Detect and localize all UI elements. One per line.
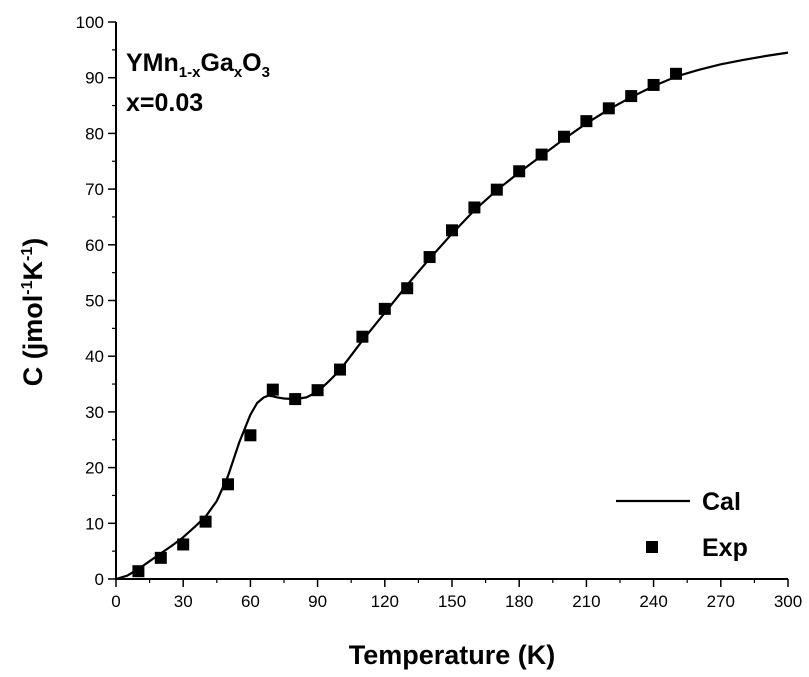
- exp-data-point: [670, 67, 682, 80]
- x-tick-label: 60: [241, 592, 260, 611]
- x-tick-label: 0: [111, 592, 120, 611]
- exp-data-point: [490, 183, 503, 196]
- exp-data-point: [535, 148, 548, 161]
- legend: Cal Exp: [616, 488, 748, 562]
- exp-data-point: [132, 565, 145, 578]
- exp-data-point: [513, 165, 526, 178]
- x-tick-label: 210: [572, 592, 600, 611]
- y-tick-label: 90: [85, 69, 104, 88]
- y-tick-label: 100: [76, 13, 104, 32]
- exp-data-point: [177, 538, 190, 551]
- legend-label-cal: Cal: [702, 488, 741, 516]
- ticks: 0 30 60 90 120 150 180 210 240 270 300 0 10 20 30 40 50 6…: [76, 13, 803, 611]
- x-axis-title: Temperature (K): [349, 640, 556, 670]
- exp-data-point: [222, 478, 234, 491]
- exp-data-point: [647, 78, 660, 91]
- exp-data-point: [244, 429, 257, 442]
- y-tick-label: 70: [85, 180, 104, 199]
- y-tick-label: 50: [85, 292, 104, 311]
- exp-data-point: [311, 384, 324, 397]
- x-tick-label: 180: [505, 592, 533, 611]
- y-tick-label: 30: [85, 403, 104, 422]
- y-tick-label: 0: [95, 570, 104, 589]
- axes: [115, 22, 788, 580]
- exp-data-point: [266, 383, 279, 396]
- exp-data-point: [602, 102, 615, 115]
- y-tick-label: 60: [85, 236, 104, 255]
- y-axis-title: C (jmol-1K-1): [18, 238, 48, 386]
- exp-data-point: [378, 302, 391, 315]
- exp-data-point: [423, 251, 436, 264]
- annotation-formula: YMn1-xGaxO3: [126, 49, 270, 81]
- exp-data-point: [446, 224, 458, 237]
- x-tick-label: 300: [774, 592, 802, 611]
- exp-data-point: [401, 282, 414, 295]
- plot-series: [115, 51, 789, 581]
- exp-data-point: [199, 515, 212, 528]
- y-tick-label: 10: [85, 514, 104, 533]
- exp-data-point: [625, 90, 638, 103]
- y-tick-label: 20: [85, 459, 104, 478]
- exp-data-point: [289, 393, 302, 406]
- x-tick-label: 120: [371, 592, 399, 611]
- y-tick-label: 80: [85, 124, 104, 143]
- x-tick-label: 30: [174, 592, 193, 611]
- x-tick-label: 90: [308, 592, 327, 611]
- x-tick-label: 270: [707, 592, 735, 611]
- exp-data-point: [154, 551, 167, 564]
- x-tick-label: 150: [438, 592, 466, 611]
- exp-data-point: [580, 115, 593, 128]
- annotation-composition: x=0.03: [126, 89, 203, 117]
- x-tick-label: 240: [639, 592, 667, 611]
- exp-data-point: [356, 330, 369, 343]
- exp-data-point: [468, 201, 481, 214]
- exp-data-point: [334, 363, 346, 376]
- legend-label-exp: Exp: [702, 534, 748, 562]
- legend-marker-swatch: [646, 541, 658, 553]
- exp-data-point: [558, 130, 570, 143]
- y-tick-label: 40: [85, 347, 104, 366]
